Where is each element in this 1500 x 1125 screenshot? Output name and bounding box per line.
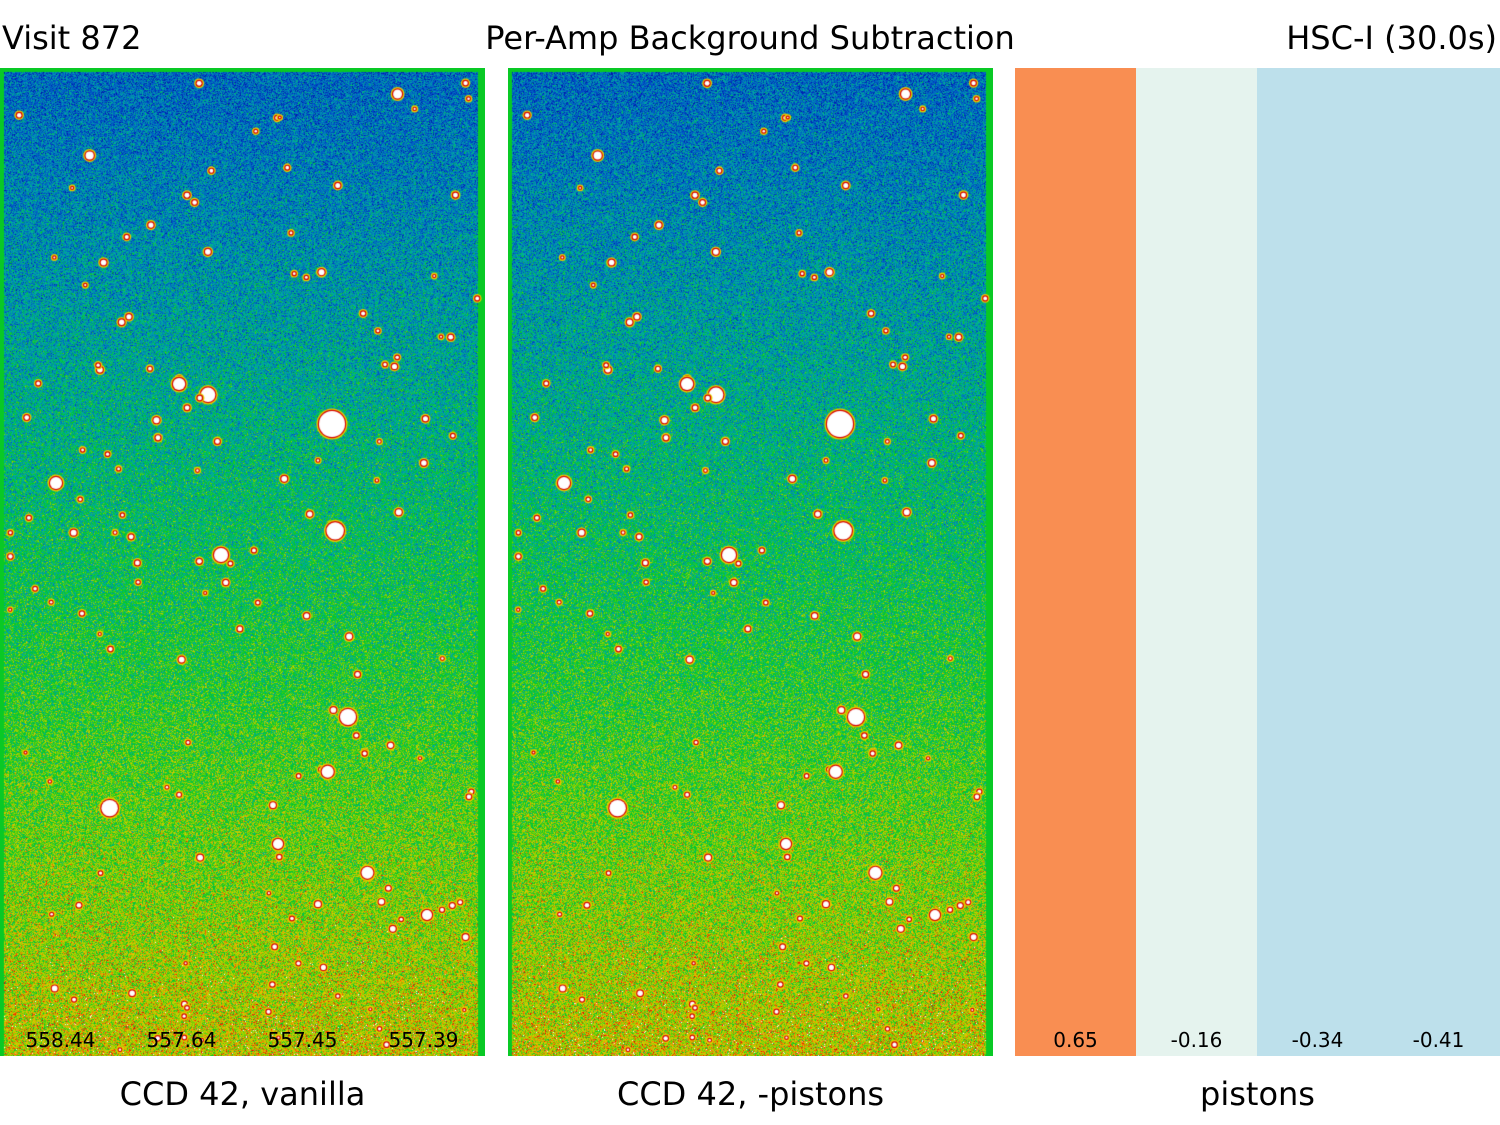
caption-minus-pistons: CCD 42, -pistons <box>616 1075 885 1113</box>
pistons-map: 0.65 -0.16 -0.34 -0.41 <box>1015 68 1500 1056</box>
piston-amp-2 <box>1136 68 1257 1056</box>
piston-amp-1 <box>1015 68 1136 1056</box>
amp-value-3: 557.45 <box>267 1028 338 1052</box>
caption-pistons: pistons <box>1200 1075 1315 1113</box>
amp-value-4: 557.39 <box>388 1028 459 1052</box>
piston-amp-4 <box>1378 68 1500 1056</box>
piston-value-2: -0.16 <box>1170 1028 1223 1052</box>
piston-value-1: 0.65 <box>1053 1028 1098 1052</box>
amp-value-1: 558.44 <box>25 1028 96 1052</box>
amp-value-2: 557.64 <box>146 1028 217 1052</box>
piston-value-3: -0.34 <box>1291 1028 1344 1052</box>
figure-title: Per-Amp Background Subtraction <box>485 19 1015 57</box>
piston-value-4: -0.41 <box>1412 1028 1465 1052</box>
caption-vanilla: CCD 42, vanilla <box>119 1075 366 1113</box>
ccd-image-vanilla-canvas <box>0 68 485 1056</box>
piston-amp-3 <box>1257 68 1378 1056</box>
visit-label: Visit 872 <box>2 19 142 57</box>
ccd-image-vanilla: 558.44 557.64 557.45 557.39 <box>0 68 485 1056</box>
ccd-image-minus-pistons <box>508 68 993 1056</box>
filter-label: HSC-I (30.0s) <box>1286 19 1497 57</box>
ccd-image-minus-pistons-canvas <box>508 68 993 1056</box>
